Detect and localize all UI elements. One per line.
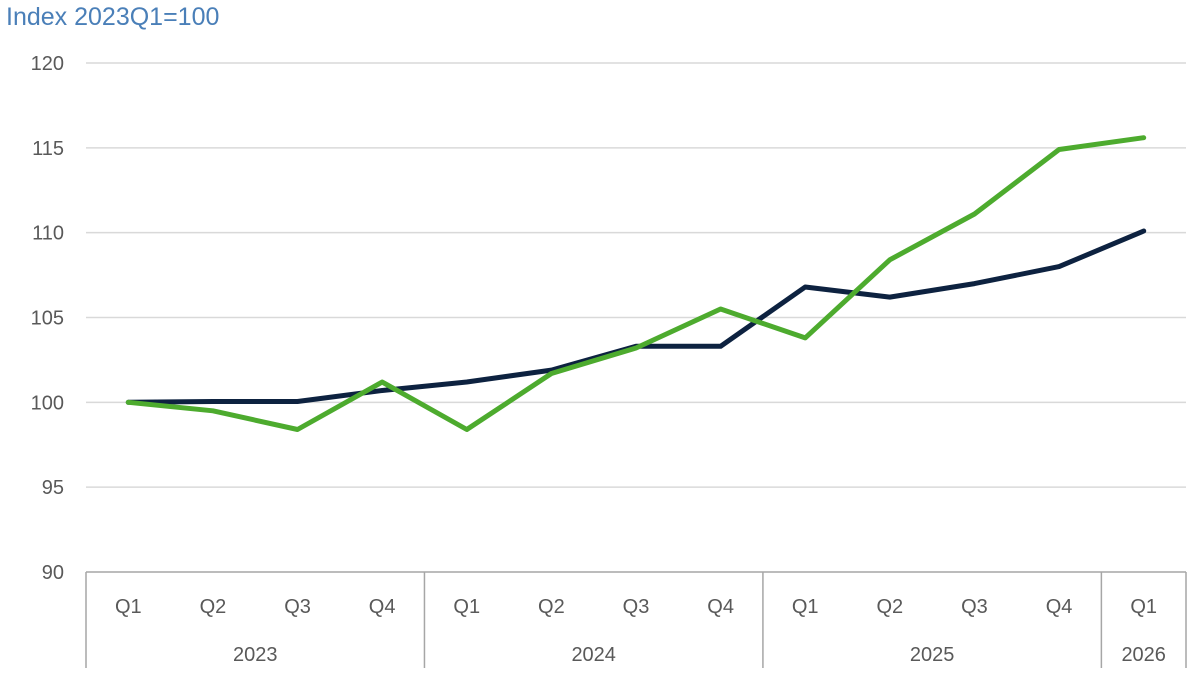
- chart-title: Index 2023Q1=100: [6, 3, 220, 31]
- x-tick-label: Q3: [284, 596, 311, 618]
- series-lines: [125, 135, 1147, 432]
- series-line-2: [125, 135, 1147, 432]
- x-tick-label: Q1: [453, 596, 480, 618]
- year-label: 2025: [910, 644, 955, 666]
- x-tick-label: Q1: [1130, 596, 1157, 618]
- x-tick-label: Q2: [538, 596, 565, 618]
- x-tick-label: Q4: [369, 596, 396, 618]
- x-tick-label: Q2: [877, 596, 904, 618]
- series-line-1: [125, 228, 1147, 405]
- x-axis-ticks: Q1 Q2 Q3 Q4 Q1 Q2 Q3 Q4 Q1 Q2 Q3 Q4 Q1 2023 2024 2025 20…: [115, 596, 1166, 666]
- y-tick-label: 115: [32, 138, 64, 160]
- x-tick-label: Q3: [623, 596, 650, 618]
- y-tick-label: 105: [31, 308, 64, 330]
- x-tick-label: Q2: [200, 596, 227, 618]
- x-tick-label: Q1: [792, 596, 819, 618]
- y-axis-ticks: 90 95 100 105 110 115 120: [31, 53, 64, 584]
- year-label: 2024: [571, 644, 616, 666]
- y-tick-label: 95: [42, 477, 64, 499]
- y-tick-label: 100: [31, 392, 64, 414]
- x-tick-label: Q3: [961, 596, 988, 618]
- y-tick-label: 90: [42, 562, 64, 584]
- x-tick-label: Q1: [115, 596, 142, 618]
- year-label: 2026: [1121, 644, 1166, 666]
- year-label: 2023: [233, 644, 278, 666]
- x-axis: [85, 571, 1187, 668]
- x-tick-label: Q4: [707, 596, 734, 618]
- x-tick-label: Q4: [1046, 596, 1073, 618]
- y-tick-label: 120: [31, 53, 64, 75]
- y-tick-label: 110: [32, 223, 64, 245]
